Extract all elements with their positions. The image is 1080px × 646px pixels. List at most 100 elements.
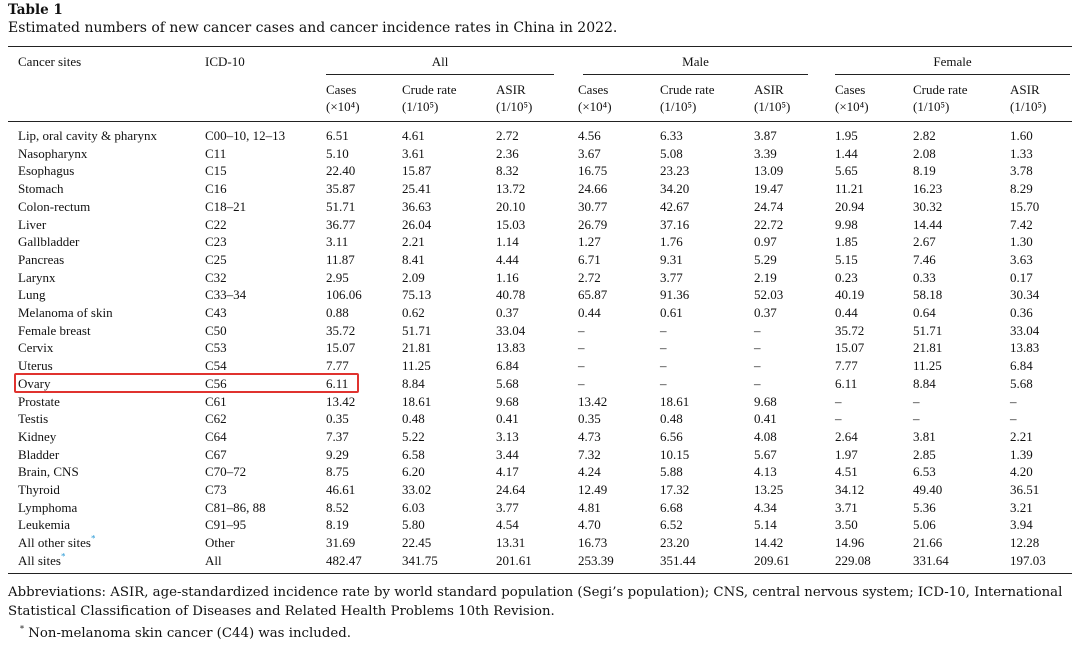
footnote-text: Non-melanoma skin cancer (C44) was inclu… [28,626,351,641]
row-value: 11.25 [913,358,942,373]
row-value: 36.63 [402,199,432,214]
row-value: 1.60 [1010,128,1033,143]
row-value: 15.03 [496,217,526,232]
row-value: 31.69 [326,535,356,550]
row-value: 5.68 [1010,376,1033,391]
subheader-line1: ASIR [496,82,526,97]
subheader-line2: (1/10⁵) [402,99,439,114]
row-value: 16.73 [578,535,608,550]
subheader-line2: (1/10⁵) [754,99,791,114]
row-value: 4.17 [496,464,519,479]
row-value: 3.39 [754,146,777,161]
row-value: 0.41 [754,411,777,426]
row-value: 8.75 [326,464,349,479]
row-value: 0.44 [835,305,858,320]
row-value: 9.68 [754,394,777,409]
row-value: 13.83 [1010,340,1040,355]
row-value: 7.46 [913,252,936,267]
row-value: 3.61 [402,146,425,161]
row-value: 13.25 [754,482,784,497]
row-value: 9.68 [496,394,519,409]
subheader-line1: Crude rate [402,82,457,97]
row-site: Kidney [18,429,57,444]
row-site: Cervix [18,340,54,355]
row-value: 0.48 [402,411,425,426]
row-value: 6.20 [402,464,425,479]
row-value: 46.61 [326,482,356,497]
row-value: 9.98 [835,217,858,232]
row-value: – [754,340,761,355]
subheader-line2: (1/10⁵) [660,99,697,114]
row-value: 40.19 [835,287,865,302]
row-value: 7.37 [326,429,349,444]
row-value: 209.61 [754,553,790,568]
row-value: 1.97 [835,447,858,462]
subheader-line1: ASIR [1010,82,1040,97]
row-value: 5.80 [402,517,425,532]
row-site: All sites* [18,551,66,568]
highlight-box [14,373,359,393]
row-value: 49.40 [913,482,943,497]
row-value: 3.77 [660,270,683,285]
data-table: Cancer sites ICD-10 All Male Female Cases (×10… [8,0,1074,646]
row-site: Lung [18,287,46,302]
row-value: 40.78 [496,287,526,302]
row-site: Melanoma of skin [18,305,113,320]
row-value: 2.21 [402,234,425,249]
row-value: 6.11 [835,376,858,391]
row-icd: C54 [205,358,227,373]
row-value: 2.64 [835,429,858,444]
row-icd: C53 [205,340,227,355]
row-value: – [660,376,667,391]
row-value: 2.72 [496,128,519,143]
row-value: 6.53 [913,464,936,479]
row-icd: All [205,553,222,568]
row-value: 8.19 [326,517,349,532]
row-value: 34.20 [660,181,690,196]
row-value: 5.29 [754,252,777,267]
row-value: 9.31 [660,252,683,267]
row-value: – [1010,411,1017,426]
row-value: 5.15 [835,252,858,267]
row-value: 1.30 [1010,234,1033,249]
row-value: 11.21 [835,181,864,196]
row-value: 6.51 [326,128,349,143]
row-value: 33.04 [496,323,526,338]
row-icd: C91–95 [205,517,247,532]
row-value: 4.61 [402,128,425,143]
row-value: 24.74 [754,199,784,214]
row-value: 6.71 [578,252,601,267]
subheader-line2: (1/10⁵) [496,99,533,114]
row-value: 24.64 [496,482,526,497]
row-value: 106.06 [326,287,362,302]
row-value: 3.71 [835,500,858,515]
row-value: 18.61 [402,394,432,409]
row-value: 2.72 [578,270,601,285]
row-value: 22.72 [754,217,784,232]
row-site: Stomach [18,181,64,196]
row-value: 4.70 [578,517,601,532]
row-site: Pancreas [18,252,65,267]
row-value: 1.39 [1010,447,1033,462]
row-value: 16.23 [913,181,943,196]
group-underline-male [583,74,808,75]
row-icd: C23 [205,234,227,249]
row-site: Prostate [18,394,60,409]
row-value: 16.75 [578,163,608,178]
row-value: 20.94 [835,199,865,214]
row-value: 0.17 [1010,270,1033,285]
row-value: 1.76 [660,234,683,249]
top-rule [8,46,1072,47]
row-value: 2.67 [913,234,936,249]
row-value: 7.77 [326,358,349,373]
row-value: 201.61 [496,553,532,568]
row-value: 23.23 [660,163,690,178]
row-value: 5.36 [913,500,936,515]
row-value: 3.81 [913,429,936,444]
row-value: 20.10 [496,199,526,214]
row-icd: C43 [205,305,227,320]
row-site: Ovary [18,376,51,391]
row-icd: C15 [205,163,227,178]
row-value: 7.77 [835,358,858,373]
row-value: 15.87 [402,163,432,178]
